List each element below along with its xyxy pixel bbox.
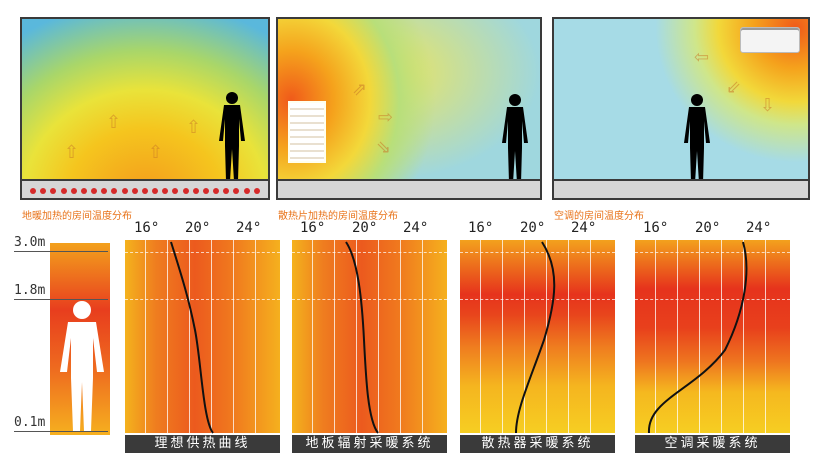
height-line: [14, 431, 108, 432]
floor: [278, 179, 540, 198]
tick-24: 24°: [403, 220, 429, 236]
panel-floor-radiant: [292, 240, 447, 435]
tick-20: 20°: [185, 220, 211, 236]
system-label: 地板辐射采暖系统: [292, 435, 447, 453]
room-radiator-heating: ⇗ ⇨ ⇘: [276, 17, 542, 200]
tick-16: 16°: [468, 220, 494, 236]
tick-20: 20°: [352, 220, 378, 236]
arrow-up-icon: ⇧: [148, 142, 164, 163]
ideal-curve: [170, 241, 214, 434]
arrow-left-icon: ⇦: [694, 47, 710, 68]
person-silhouette-icon: [684, 94, 710, 183]
panel-radiator: [460, 240, 615, 435]
arrow-down-icon: ⇩: [760, 95, 776, 116]
arrow-up-icon: ⇧: [64, 142, 80, 163]
person-silhouette-icon: [219, 92, 245, 181]
panel-ideal-heating: [125, 240, 280, 435]
tick-20: 20°: [520, 220, 546, 236]
height-label-0_1m: 0.1m: [14, 415, 46, 430]
tick-16: 16°: [300, 220, 326, 236]
person-silhouette-icon: [502, 94, 528, 183]
floor-radiant-curve: [345, 241, 379, 434]
panel-air-conditioning: [635, 240, 790, 435]
system-label: 理想供热曲线: [125, 435, 280, 453]
room-caption: 散热片加热的房间温度分布: [278, 211, 398, 222]
radiator-curve: [515, 241, 556, 434]
tick-16: 16°: [643, 220, 669, 236]
person-outline-icon: [60, 301, 104, 431]
radiator-icon: [288, 101, 326, 163]
arrow-up-icon: ⇧: [186, 117, 202, 138]
height-line: [14, 299, 108, 300]
system-label: 散热器采暖系统: [460, 435, 615, 453]
tick-20: 20°: [695, 220, 721, 236]
air-conditioner-icon: [740, 27, 800, 53]
tick-24: 24°: [571, 220, 597, 236]
floor: [554, 179, 808, 198]
arrow-down-left-icon: ⇙: [726, 77, 742, 98]
room-caption: 空调的房间温度分布: [554, 211, 644, 222]
arrow-down-right-icon: ⇘: [376, 137, 392, 158]
tick-16: 16°: [134, 220, 160, 236]
room-caption: 地暖加热的房间温度分布: [22, 211, 132, 222]
tick-24: 24°: [746, 220, 772, 236]
room-air-conditioning: ⇦ ⇙ ⇩: [552, 17, 810, 200]
height-label-1_8m: 1.8m: [14, 283, 46, 298]
room-floor-heating: ⇧ ⇧ ⇧ ⇧: [20, 17, 270, 200]
arrow-up-right-icon: ⇗: [352, 79, 368, 100]
height-label-3m: 3.0m: [14, 235, 46, 250]
arrow-up-icon: ⇧: [106, 112, 122, 133]
tick-24: 24°: [236, 220, 262, 236]
height-line: [14, 251, 108, 252]
air-conditioning-curve: [647, 241, 748, 434]
system-label: 空调采暖系统: [635, 435, 790, 453]
heating-pipes: [30, 188, 260, 194]
arrow-right-icon: ⇨: [378, 107, 394, 128]
